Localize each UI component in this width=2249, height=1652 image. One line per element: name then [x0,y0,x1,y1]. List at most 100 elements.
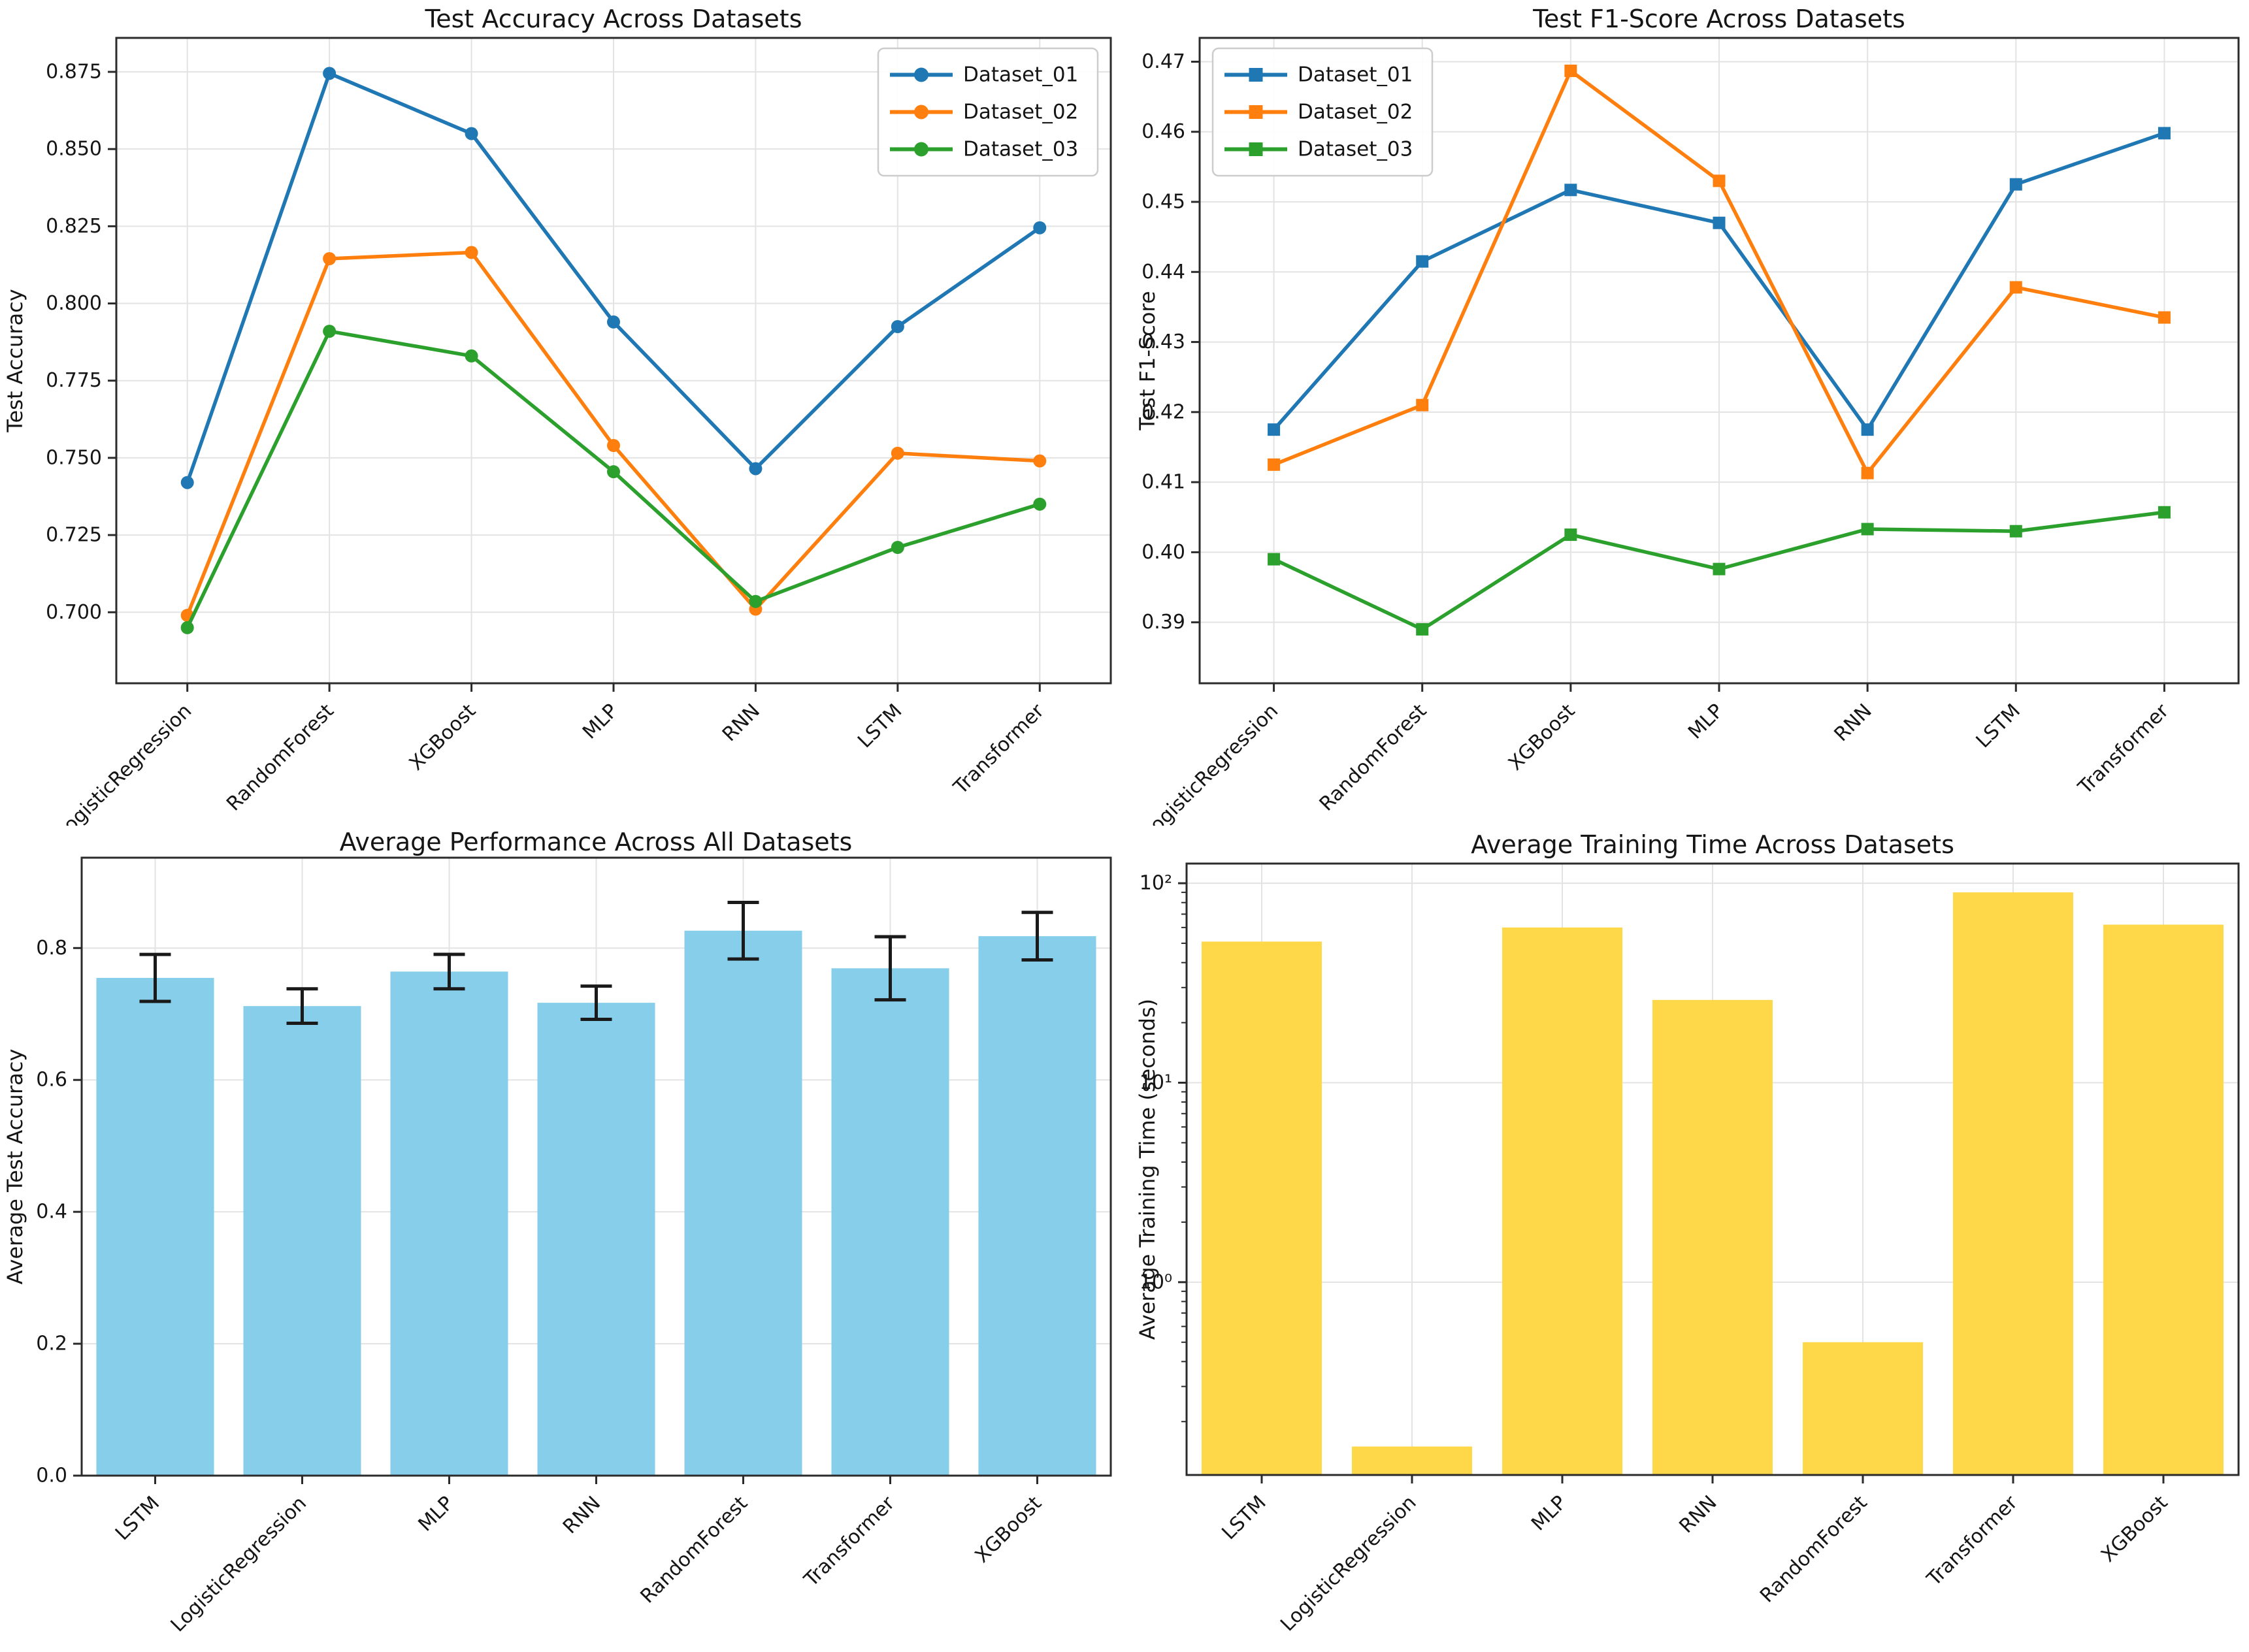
chart-title: Average Training Time Across Datasets [1471,830,1954,859]
marker-Dataset_02 [1268,458,1281,471]
marker-Dataset_01 [1268,423,1281,436]
plot-area: 10⁰ 10¹ 10² LSTM LogisticRegression MLP RNN Ran… [1140,862,2240,1636]
y-tick-label: 0.47 [1141,50,1185,73]
bar-MLP [390,971,508,1476]
test-f1-line-chart: Test F1-Score Across Datasets Test F1-Sc… [1124,0,2249,826]
x-tick-label-LSTM: LSTM [1972,700,2025,753]
bar-RNN [1652,999,1773,1475]
marker-Dataset_03 [1033,497,1047,511]
y-tick-label: 10¹ [1140,1071,1172,1094]
legend-label-Dataset_03: Dataset_03 [963,138,1078,161]
chart-title: Test F1-Score Across Datasets [1532,5,1905,33]
x-tick-label-RandomForest: RandomForest [222,700,338,816]
y-tick-label: 0.8 [36,937,67,960]
x-tick-label-LSTM: LSTM [111,1492,164,1545]
plot-area: 0.39 0.40 0.41 0.42 0.43 0.44 0.45 0.46 0.47 Logi… [1138,37,2240,826]
x-tick-label-LogisticRegression: LogisticRegression [52,700,196,826]
legend-label-Dataset_01: Dataset_01 [963,63,1078,87]
marker-Dataset_01 [1713,216,1726,229]
marker-Dataset_01 [749,462,763,476]
marker-Dataset_01 [1033,221,1047,235]
average-performance-bar-chart: Average Performance Across All Datasets … [0,826,1124,1651]
marker-Dataset_03 [323,325,337,338]
marker-Dataset_03 [1416,623,1429,636]
y-tick-label: 0.42 [1141,400,1185,423]
y-tick-label: 0.725 [46,524,102,547]
y-tick-label: 0.0 [36,1465,67,1487]
y-tick-label: 10² [1140,872,1172,895]
y-tick-label: 0.39 [1141,611,1185,634]
legend-marker-Dataset_03 [1249,142,1263,156]
legend-label-Dataset_03: Dataset_03 [1298,138,1413,161]
marker-Dataset_02 [891,446,904,460]
x-tick-label-XGBoost: XGBoost [971,1492,1047,1568]
bar-RandomForest [1803,1342,1923,1475]
y-tick-label: 0.2 [36,1333,67,1355]
marker-Dataset_01 [607,315,620,329]
x-tick-label-RNN: RNN [718,700,764,746]
x-tick-label-MLP: MLP [578,700,623,744]
bar-MLP [1502,927,1622,1475]
x-tick-label-RandomForest: RandomForest [1315,700,1432,816]
test-accuracy-line-chart: Test Accuracy Across Datasets Test Accur… [0,0,1124,826]
y-axis-label: Test Accuracy [3,289,27,432]
y-tick-label: 0.700 [46,601,102,624]
x-tick-label-LSTM: LSTM [853,700,906,753]
bar-XGBoost [978,936,1096,1476]
marker-Dataset_03 [607,465,620,479]
y-tick-label: 0.6 [36,1069,67,1092]
x-tick-label-MLP: MLP [414,1492,458,1536]
legend-label-Dataset_02: Dataset_02 [1298,101,1413,124]
y-tick-label: 0.41 [1141,471,1185,494]
marker-Dataset_02 [465,246,478,259]
x-tick-label-RNN: RNN [1830,700,1877,746]
y-tick-label: 10⁰ [1140,1271,1172,1293]
marker-Dataset_03 [465,349,478,363]
marker-Dataset_02 [2009,281,2022,294]
x-tick-label-RandomForest: RandomForest [1756,1491,1872,1608]
marker-Dataset_03 [891,541,904,554]
x-tick-label-XGBoost: XGBoost [405,700,481,775]
training-time-bar-chart: Average Training Time Across Datasets Av… [1124,826,2249,1651]
marker-Dataset_01 [323,67,337,80]
y-tick-label: 0.800 [46,292,102,315]
y-axis-label: Average Training Time (seconds) [1135,999,1160,1340]
x-tick-label-XGBoost: XGBoost [1504,700,1580,775]
marker-Dataset_03 [1564,528,1577,542]
marker-Dataset_02 [607,439,620,452]
marker-Dataset_01 [2158,127,2171,140]
marker-Dataset_03 [2009,525,2022,538]
y-axis-label: Test F1-Score [1135,291,1160,430]
marker-Dataset_02 [1033,454,1047,468]
x-tick-label-MLP: MLP [1684,700,1728,744]
marker-Dataset_03 [180,621,194,634]
bar-Transformer [1953,892,2073,1475]
marker-Dataset_01 [891,320,904,333]
bar-LogisticRegression [1352,1446,1472,1475]
marker-Dataset_02 [1416,398,1429,412]
legend-marker-Dataset_03 [914,142,928,157]
marker-Dataset_01 [180,476,194,489]
x-tick-label-Transformer: Transformer [949,699,1049,799]
x-tick-label-Transformer: Transformer [799,1491,899,1591]
legend-box [1211,47,1434,177]
x-tick-label-LogisticRegression: LogisticRegression [1276,1491,1420,1636]
marker-Dataset_03 [749,594,763,608]
legend-marker-Dataset_02 [1249,105,1263,119]
y-tick-label: 0.750 [46,446,102,469]
y-tick-label: 0.43 [1141,331,1185,353]
marker-Dataset_03 [1861,523,1874,536]
marker-Dataset_01 [1564,184,1577,197]
x-tick-label-RandomForest: RandomForest [636,1492,752,1608]
bar-LSTM [1202,941,1322,1475]
bar-XGBoost [2103,924,2224,1475]
marker-Dataset_02 [1861,466,1874,479]
legend-label-Dataset_01: Dataset_01 [1298,63,1413,87]
marker-Dataset_03 [1268,553,1281,566]
legend-marker-Dataset_02 [914,105,928,120]
y-tick-label: 0.4 [36,1201,67,1223]
x-tick-label-XGBoost: XGBoost [2097,1491,2173,1567]
bar-RandomForest [684,930,802,1476]
y-tick-label: 0.875 [46,61,102,84]
legend-box [877,47,1099,177]
